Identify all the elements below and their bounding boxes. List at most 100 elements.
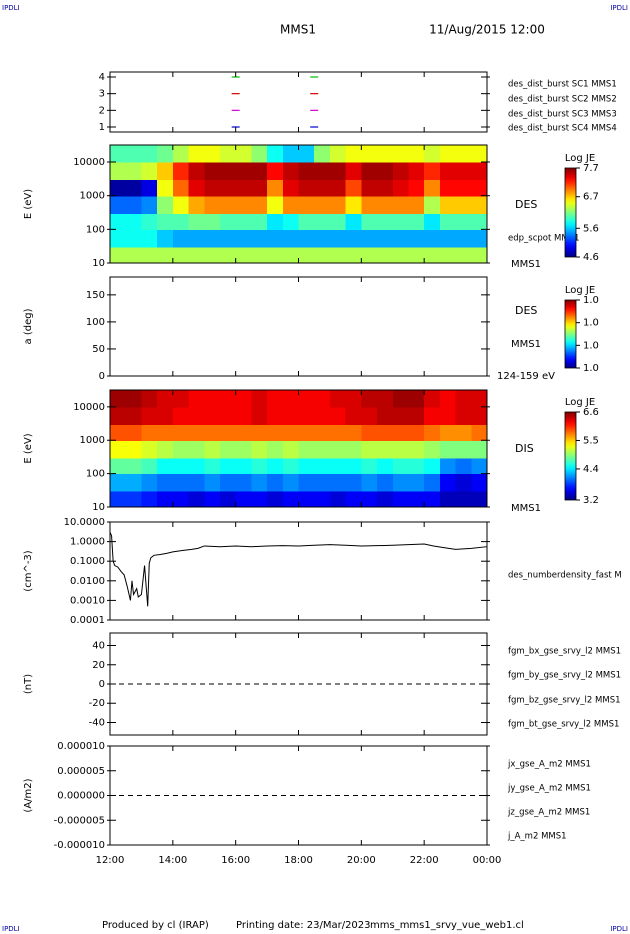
heatmap-cell: [172, 457, 190, 475]
heatmap-cell: [314, 195, 331, 214]
heatmap-cell: [298, 473, 315, 492]
heatmap-cell: [424, 145, 441, 163]
heatmap-cell: [377, 424, 394, 441]
heatmap-cell: [455, 440, 472, 459]
heatmap-cell: [172, 162, 190, 181]
colorbar-tick-label: 1.0: [583, 295, 599, 306]
heatmap-cell: [141, 145, 158, 163]
heatmap-cell: [392, 246, 410, 264]
heatmap-cell: [314, 424, 331, 441]
heatmap-cell: [188, 390, 205, 408]
heatmap-cell: [188, 406, 205, 425]
chart-title: MMS1: [280, 23, 316, 37]
colorbar: [564, 167, 577, 258]
heatmap-cell: [439, 213, 457, 230]
heatmap-cell: [141, 246, 158, 264]
colorbar-tick-label: 6.6: [583, 407, 599, 418]
heatmap-cell: [439, 440, 457, 459]
heatmap-cell: [251, 473, 268, 492]
heatmap-cell: [282, 473, 300, 492]
heatmap-cell: [251, 390, 268, 408]
heatmap-cell: [267, 246, 284, 264]
y-axis-label: a (deg): [23, 308, 34, 344]
heatmap-cell: [424, 491, 441, 508]
heatmap-cell: [235, 457, 252, 475]
heatmap-cell: [377, 195, 394, 214]
y-tick-label: -20: [89, 698, 105, 709]
heatmap-cell: [345, 145, 362, 163]
heatmap-cell: [267, 440, 284, 459]
heatmap-cell: [157, 473, 174, 492]
heatmap-cell: [235, 473, 252, 492]
heatmap-cell: [392, 145, 410, 163]
heatmap-cell: [298, 162, 315, 181]
heatmap-cell: [424, 179, 441, 197]
y-tick-label: 40: [92, 641, 105, 652]
heatmap-cell: [282, 406, 300, 425]
heatmap-cell: [377, 213, 394, 230]
heatmap-cell: [408, 179, 425, 197]
y-tick-label: -0.000010: [54, 840, 105, 851]
heatmap-cell: [267, 145, 284, 163]
legend-entry: jz_gse_A_m2 MMS1: [507, 808, 590, 818]
heatmap-cell: [471, 457, 488, 475]
y-tick-label: -40: [89, 717, 105, 728]
colorbar-tick-label: 1.0: [583, 318, 599, 329]
heatmap-cell: [282, 145, 300, 163]
heatmap-cell: [157, 491, 174, 508]
colorbar-tick-label: 6.7: [583, 192, 599, 203]
heatmap-cell: [172, 491, 190, 508]
heatmap-cell: [329, 406, 347, 425]
heatmap-cell: [282, 229, 300, 248]
heatmap-cell: [408, 246, 425, 264]
heatmap-cell: [471, 195, 488, 214]
heatmap-cell: [471, 162, 488, 181]
heatmap-cell: [219, 162, 237, 181]
heatmap-cell: [157, 179, 174, 197]
heatmap-cell: [329, 162, 347, 181]
heatmap-cell: [439, 195, 457, 214]
heatmap-cell: [110, 440, 127, 459]
legend-entry: des_dist_burst SC4 MMS4: [508, 124, 617, 134]
heatmap-cell: [141, 424, 158, 441]
heatmap-cell: [204, 213, 221, 230]
y-tick-label: 150: [86, 290, 105, 301]
heatmap-cell: [251, 195, 268, 214]
y-tick-label: 0.1000: [70, 556, 105, 567]
y-tick-label: 1.0000: [70, 537, 105, 548]
heatmap-cell: [188, 162, 205, 181]
heatmap-cell: [235, 491, 252, 508]
heatmap-cell: [329, 390, 347, 408]
heatmap-cell: [157, 213, 174, 230]
heatmap-cell: [172, 246, 190, 264]
heatmap-cell: [345, 491, 362, 508]
heatmap-cell: [392, 213, 410, 230]
y-tick-label: 0.000000: [57, 791, 105, 802]
heatmap-cell: [204, 457, 221, 475]
heatmap-cell: [125, 145, 143, 163]
heatmap-cell: [345, 179, 362, 197]
heatmap-cell: [377, 491, 394, 508]
y-tick-label: 2: [99, 105, 105, 116]
colorbar: [564, 411, 577, 501]
heatmap-cell: [110, 179, 127, 197]
legend-entry: des_numberdensity_fast M: [508, 571, 622, 581]
heatmap-cell: [235, 246, 252, 264]
heatmap-cell: [125, 229, 143, 248]
y-tick-label: 10.0000: [64, 517, 105, 528]
heatmap-cell: [188, 473, 205, 492]
heatmap-cell: [345, 162, 362, 181]
heatmap-cell: [408, 229, 425, 248]
heatmap-cell: [282, 424, 300, 441]
colorbar-tick-label: 3.2: [583, 495, 599, 506]
heatmap-cell: [298, 491, 315, 508]
heatmap-cell: [141, 229, 158, 248]
heatmap-cell: [141, 406, 158, 425]
heatmap-cell: [392, 162, 410, 181]
heatmap-cell: [471, 145, 488, 163]
heatmap-cell: [345, 424, 362, 441]
heatmap-cell: [298, 440, 315, 459]
legend-entry: fgm_bx_gse_srvy_l2 MMS1: [508, 647, 621, 657]
corner-label: IPDLI: [610, 925, 628, 933]
heatmap-cell: [455, 424, 472, 441]
